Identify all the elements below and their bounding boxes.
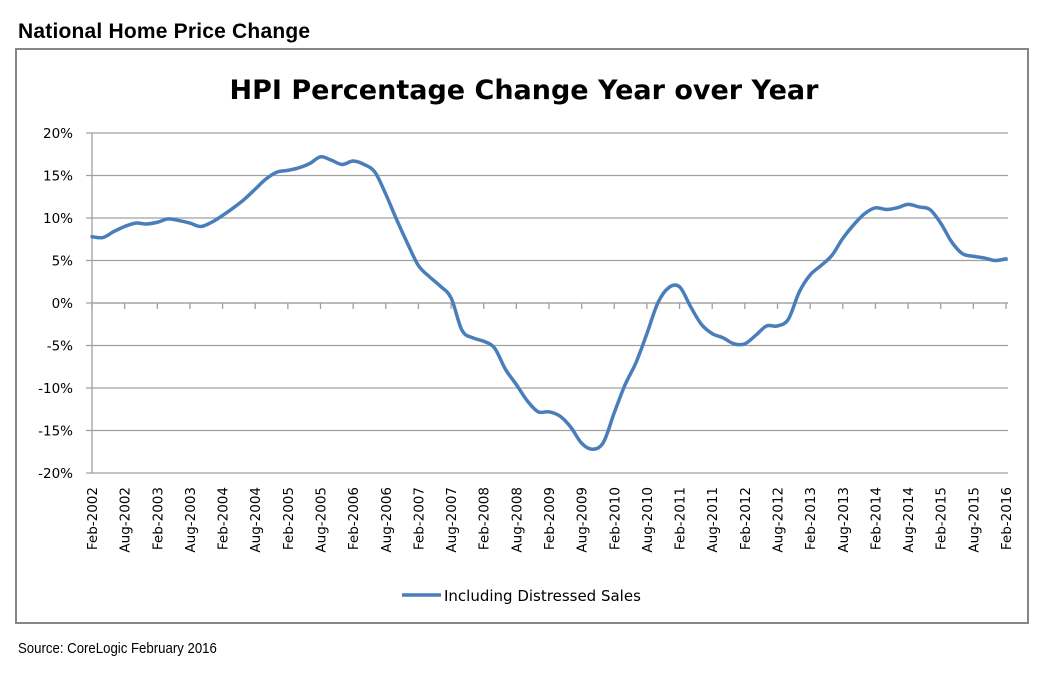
x-tick-label: Aug-2002	[118, 487, 134, 553]
y-tick-label: -5%	[47, 339, 73, 355]
y-tick-label: 20%	[43, 126, 73, 142]
x-tick-label: Feb-2010	[607, 487, 623, 550]
page-title: National Home Price Change	[18, 20, 311, 43]
y-axis-labels: 20% 15% 10% 5% 0% -5% -10% -15% -20%	[38, 126, 73, 482]
x-axis-labels: Feb-2002 Aug-2002 Feb-2003 Aug-2003 Feb-2004…	[85, 487, 1015, 553]
x-tick-label: Aug-2004	[248, 487, 264, 553]
x-tick-label: Aug-2015	[966, 487, 982, 553]
x-tick-label: Feb-2014	[868, 487, 884, 550]
x-tick-label: Aug-2012	[771, 487, 787, 553]
x-tick-label: Feb-2016	[999, 487, 1015, 550]
x-tick-label: Feb-2004	[216, 487, 232, 550]
x-tick-label: Aug-2005	[314, 487, 330, 553]
legend-label: Including Distressed Sales	[444, 587, 641, 605]
x-tick-label: Aug-2006	[379, 487, 395, 553]
chart-frame	[15, 48, 1029, 624]
x-tick-label: Aug-2003	[183, 487, 199, 553]
y-tick-label: -15%	[38, 424, 73, 440]
x-tick-label: Feb-2002	[85, 487, 101, 550]
x-tick-label: Feb-2008	[477, 487, 493, 550]
y-tick-label: 5%	[52, 254, 74, 270]
y-tick-label: -20%	[38, 466, 73, 482]
source-note: Source: CoreLogic February 2016	[18, 640, 217, 657]
x-tick-label: Feb-2012	[738, 487, 754, 550]
legend: Including Distressed Sales	[402, 587, 641, 605]
x-tick-label: Aug-2008	[509, 487, 525, 553]
chart-title: HPI Percentage Change Year over Year	[230, 75, 820, 106]
x-tick-label: Feb-2003	[150, 487, 166, 550]
x-tick-label: Aug-2007	[444, 487, 460, 553]
y-tick-label: 15%	[43, 169, 73, 185]
y-tick-label: -10%	[38, 381, 73, 397]
x-tick-label: Feb-2013	[803, 487, 819, 550]
x-tick-label: Feb-2009	[542, 487, 558, 550]
x-axis	[91, 133, 1008, 473]
y-tick-label: 10%	[43, 211, 73, 227]
x-tick-label: Aug-2010	[640, 487, 656, 553]
x-tick-label: Aug-2011	[705, 487, 721, 553]
x-tick-label: Aug-2014	[901, 487, 917, 553]
x-tick-label: Feb-2015	[934, 487, 950, 550]
x-tick-label: Feb-2011	[673, 487, 689, 550]
series-layer	[90, 154, 1008, 451]
x-tick-label: Feb-2005	[281, 487, 297, 550]
x-tick-label: Aug-2009	[575, 487, 591, 553]
x-tick-label: Feb-2007	[411, 487, 427, 550]
y-tick-label: 0%	[52, 296, 74, 312]
x-tick-label: Aug-2013	[836, 487, 852, 553]
x-tick-label: Feb-2006	[346, 487, 362, 550]
